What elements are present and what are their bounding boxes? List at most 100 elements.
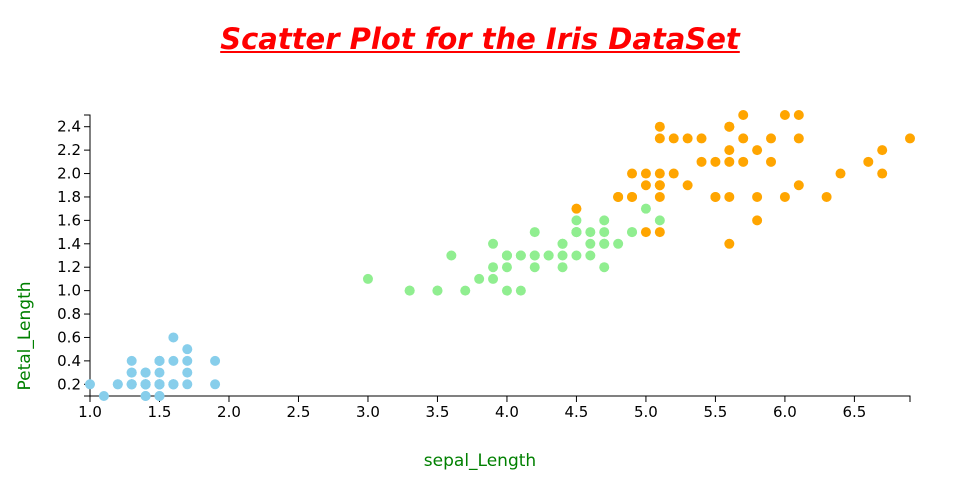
data-point-series-2 <box>766 133 777 144</box>
data-point-series-1 <box>640 203 651 214</box>
y-tick-label: 2.0 <box>57 165 81 183</box>
data-point-series-0 <box>154 367 165 378</box>
data-point-series-1 <box>585 250 596 261</box>
y-tick-label: 0.2 <box>57 375 81 393</box>
data-point-series-1 <box>599 227 610 238</box>
data-point-series-2 <box>654 133 665 144</box>
y-axis: 0.2 0.4 0.6 0.8 1.0 1.2 1.4 1.6 1.8 2.0 2.2 2.4 <box>57 114 91 397</box>
data-point-series-2 <box>627 168 638 179</box>
data-point-series-2 <box>835 168 846 179</box>
x-tick-label: 3.5 <box>426 403 450 421</box>
data-point-series-1 <box>599 215 610 226</box>
data-point-series-1 <box>557 238 568 249</box>
data-point-series-2 <box>877 168 888 179</box>
data-point-series-2 <box>905 133 915 144</box>
data-point-series-0 <box>126 367 137 378</box>
data-point-series-2 <box>724 145 735 156</box>
data-point-series-2 <box>654 227 665 238</box>
data-point-series-0 <box>168 379 179 390</box>
y-tick-label: 1.2 <box>57 258 81 276</box>
y-tick-label: 1.8 <box>57 188 81 206</box>
y-tick: 1.8 <box>57 188 90 206</box>
data-point-series-1 <box>654 215 665 226</box>
y-tick-label: 0.4 <box>57 352 81 370</box>
data-point-series-2 <box>724 191 735 202</box>
data-point-series-2 <box>571 203 582 214</box>
data-point-series-1 <box>599 262 610 273</box>
y-tick-label: 2.4 <box>57 118 81 136</box>
data-point-series-0 <box>112 379 123 390</box>
x-tick-label: 1.0 <box>78 403 102 421</box>
data-point-series-1 <box>432 285 443 296</box>
data-point-series-0 <box>182 344 193 355</box>
data-point-series-1 <box>460 285 471 296</box>
data-point-series-1 <box>404 285 415 296</box>
data-point-series-2 <box>738 156 749 167</box>
data-point-series-1 <box>501 285 512 296</box>
x-tick-label: 4.0 <box>495 403 519 421</box>
data-point-series-2 <box>696 133 707 144</box>
data-point-series-2 <box>779 191 790 202</box>
y-tick: 0.4 <box>57 352 90 370</box>
data-point-series-1 <box>501 250 512 261</box>
data-point-series-1 <box>571 215 582 226</box>
data-point-series-0 <box>126 379 137 390</box>
data-point-series-1 <box>515 250 526 261</box>
data-point-series-2 <box>627 191 638 202</box>
x-tick: 2.0 <box>217 396 241 421</box>
data-point-series-2 <box>766 156 777 167</box>
x-tick: 6.0 <box>773 396 797 421</box>
x-tick-label: 3.0 <box>356 403 380 421</box>
data-point-series-0 <box>168 332 179 343</box>
x-tick-label: 5.5 <box>703 403 727 421</box>
data-point-series-2 <box>793 180 804 191</box>
y-tick-label: 0.8 <box>57 305 81 323</box>
data-point-series-1 <box>529 262 540 273</box>
points <box>85 110 915 401</box>
data-point-series-2 <box>654 191 665 202</box>
data-point-series-1 <box>585 238 596 249</box>
y-axis-line <box>84 114 91 397</box>
data-point-series-2 <box>654 168 665 179</box>
data-point-series-0 <box>168 355 179 366</box>
x-tick: 1.0 <box>78 396 102 421</box>
data-point-series-2 <box>752 215 763 226</box>
data-point-series-2 <box>682 133 693 144</box>
data-point-series-1 <box>501 262 512 273</box>
x-tick: 4.0 <box>495 396 519 421</box>
data-point-series-2 <box>668 133 679 144</box>
x-tick: 5.0 <box>634 396 658 421</box>
data-point-series-2 <box>821 191 832 202</box>
y-tick-label: 1.4 <box>57 235 81 253</box>
x-tick: 2.5 <box>287 396 310 421</box>
chart-title: Scatter Plot for the Iris DataSet <box>220 22 740 56</box>
x-tick-label: 6.0 <box>773 403 797 421</box>
x-tick-label: 6.5 <box>842 403 866 421</box>
data-point-series-2 <box>668 168 679 179</box>
data-point-series-1 <box>627 227 638 238</box>
data-point-series-0 <box>210 355 221 366</box>
x-tick: 5.5 <box>703 396 727 421</box>
data-point-series-2 <box>654 180 665 191</box>
data-point-series-0 <box>182 379 193 390</box>
data-point-series-0 <box>210 379 221 390</box>
y-tick-label: 2.2 <box>57 141 81 159</box>
data-point-series-1 <box>529 227 540 238</box>
y-tick: 2.4 <box>57 118 90 136</box>
data-point-series-2 <box>779 110 790 120</box>
data-point-series-1 <box>488 262 499 273</box>
data-point-series-2 <box>793 110 804 120</box>
data-point-series-0 <box>98 391 109 401</box>
x-tick: 3.0 <box>356 396 380 421</box>
y-tick: 0.6 <box>57 328 90 346</box>
data-point-series-2 <box>654 121 665 132</box>
x-axis-label: sepal_Length <box>424 451 536 471</box>
x-tick-label: 5.0 <box>634 403 658 421</box>
data-point-series-2 <box>793 133 804 144</box>
data-point-series-0 <box>126 355 137 366</box>
data-point-series-1 <box>446 250 457 261</box>
y-axis-label: Petal_Length <box>15 281 35 390</box>
data-point-series-2 <box>640 180 651 191</box>
x-tick-label: 1.5 <box>148 403 172 421</box>
